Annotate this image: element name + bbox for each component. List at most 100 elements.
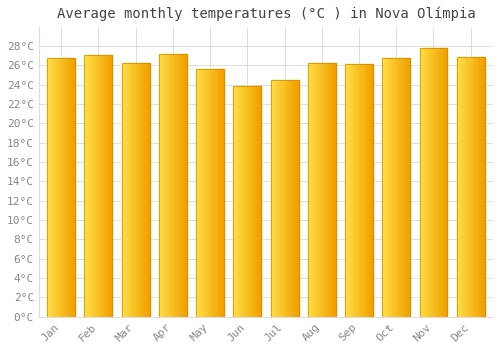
Bar — [323, 63, 324, 317]
Bar — [479, 57, 480, 317]
Bar — [162, 54, 163, 317]
Bar — [460, 57, 461, 317]
Bar — [176, 54, 177, 317]
Bar — [240, 86, 242, 317]
Bar — [293, 80, 294, 317]
Bar — [440, 48, 442, 317]
Bar — [385, 58, 386, 317]
Bar — [243, 86, 244, 317]
Bar — [422, 48, 424, 317]
Bar — [318, 63, 319, 317]
Bar — [428, 48, 430, 317]
Bar — [212, 69, 213, 317]
Bar — [246, 86, 248, 317]
Bar — [439, 48, 440, 317]
Bar — [196, 69, 224, 317]
Bar — [203, 69, 204, 317]
Bar — [93, 55, 94, 317]
Bar — [166, 54, 168, 317]
Bar — [308, 63, 336, 317]
Bar — [360, 63, 362, 317]
Bar — [66, 58, 68, 317]
Bar — [174, 54, 176, 317]
Bar — [204, 69, 206, 317]
Bar — [242, 86, 243, 317]
Bar — [138, 63, 140, 317]
Bar — [461, 57, 462, 317]
Bar — [314, 63, 315, 317]
Bar — [408, 58, 409, 317]
Bar — [466, 57, 468, 317]
Bar — [297, 80, 298, 317]
Bar — [482, 57, 484, 317]
Bar — [474, 57, 475, 317]
Bar — [181, 54, 182, 317]
Bar — [384, 58, 385, 317]
Bar — [172, 54, 173, 317]
Bar — [406, 58, 407, 317]
Bar — [308, 63, 309, 317]
Title: Average monthly temperatures (°C ) in Nova Olímpia: Average monthly temperatures (°C ) in No… — [56, 7, 476, 21]
Bar — [107, 55, 108, 317]
Bar — [430, 48, 432, 317]
Bar — [468, 57, 469, 317]
Bar — [438, 48, 439, 317]
Bar — [282, 80, 283, 317]
Bar — [420, 48, 421, 317]
Bar — [163, 54, 164, 317]
Bar — [382, 58, 410, 317]
Bar — [359, 63, 360, 317]
Bar — [348, 63, 349, 317]
Bar — [316, 63, 318, 317]
Bar — [274, 80, 275, 317]
Bar — [272, 80, 274, 317]
Bar — [110, 55, 111, 317]
Bar — [283, 80, 284, 317]
Bar — [352, 63, 354, 317]
Bar — [345, 63, 373, 317]
Bar — [372, 63, 373, 317]
Bar — [478, 57, 479, 317]
Bar — [244, 86, 246, 317]
Bar — [444, 48, 446, 317]
Bar — [173, 54, 174, 317]
Bar — [288, 80, 290, 317]
Bar — [363, 63, 364, 317]
Bar — [47, 58, 75, 317]
Bar — [146, 63, 147, 317]
Bar — [58, 58, 59, 317]
Bar — [396, 58, 398, 317]
Bar — [398, 58, 399, 317]
Bar — [234, 86, 236, 317]
Bar — [206, 69, 208, 317]
Bar — [256, 86, 257, 317]
Bar — [106, 55, 107, 317]
Bar — [402, 58, 403, 317]
Bar — [254, 86, 256, 317]
Bar — [102, 55, 104, 317]
Bar — [388, 58, 390, 317]
Bar — [238, 86, 239, 317]
Bar — [57, 58, 58, 317]
Bar — [480, 57, 482, 317]
Bar — [258, 86, 260, 317]
Bar — [97, 55, 98, 317]
Bar — [170, 54, 172, 317]
Bar — [180, 54, 181, 317]
Bar — [270, 80, 272, 317]
Bar — [159, 54, 160, 317]
Bar — [409, 58, 410, 317]
Bar — [84, 55, 112, 317]
Bar — [390, 58, 392, 317]
Bar — [425, 48, 426, 317]
Bar — [369, 63, 370, 317]
Bar — [457, 57, 458, 317]
Bar — [132, 63, 133, 317]
Bar — [148, 63, 150, 317]
Bar — [475, 57, 476, 317]
Bar — [124, 63, 126, 317]
Bar — [217, 69, 218, 317]
Bar — [329, 63, 330, 317]
Bar — [355, 63, 356, 317]
Bar — [275, 80, 276, 317]
